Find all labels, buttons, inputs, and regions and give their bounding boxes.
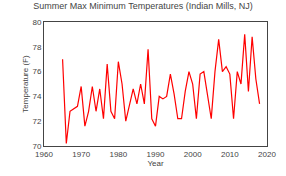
svg-text:2000: 2000	[184, 150, 202, 159]
svg-text:74: 74	[32, 92, 41, 101]
svg-text:1960: 1960	[35, 150, 53, 159]
svg-text:70: 70	[32, 142, 41, 151]
svg-text:2020: 2020	[258, 150, 276, 159]
svg-text:78: 78	[32, 43, 41, 52]
svg-text:76: 76	[32, 67, 41, 76]
svg-text:Year: Year	[147, 159, 164, 168]
svg-text:Temperature (F): Temperature (F)	[21, 55, 30, 113]
svg-text:2010: 2010	[221, 150, 239, 159]
svg-text:1990: 1990	[147, 150, 165, 159]
svg-text:1980: 1980	[109, 150, 127, 159]
svg-text:Summer Max Minimum Temperature: Summer Max Minimum Temperatures (Indian …	[33, 1, 252, 11]
svg-text:72: 72	[32, 117, 41, 126]
svg-text:80: 80	[32, 18, 41, 27]
svg-text:1970: 1970	[72, 150, 90, 159]
